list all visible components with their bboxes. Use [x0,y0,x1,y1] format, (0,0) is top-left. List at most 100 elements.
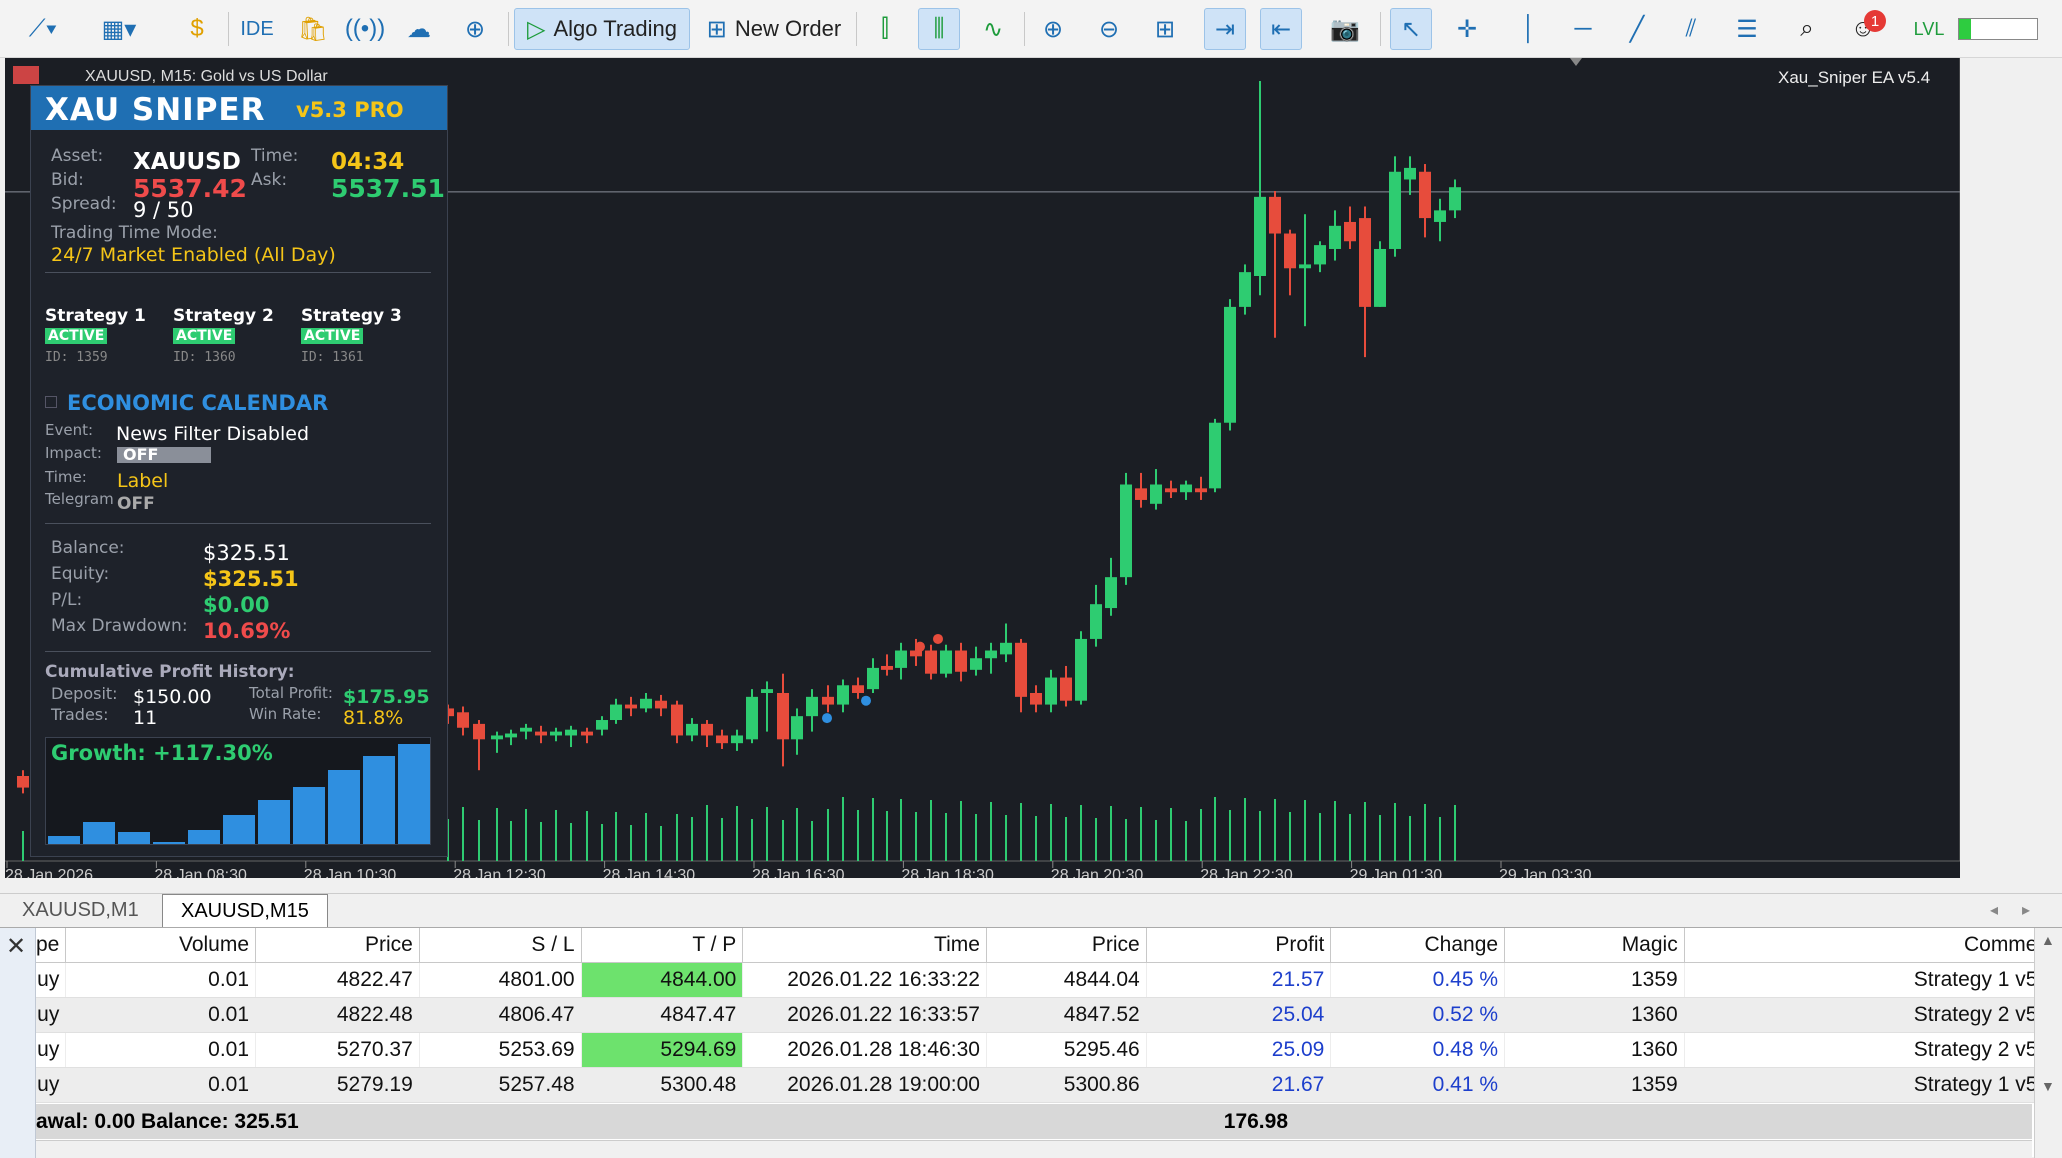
calendar-title: ECONOMIC CALENDAR [67,391,329,415]
trendline-icon[interactable]: ╱ [1629,15,1645,43]
candle-body [1180,484,1192,493]
column-header[interactable]: pe [36,928,67,963]
table-cell: 0.41 % [1330,1067,1506,1103]
tab-xauusd-m1[interactable]: XAUUSD,M1 [22,899,139,921]
column-header[interactable]: Magic [1504,928,1685,963]
dollar-icon[interactable]: $ [190,15,204,42]
table-cell: 0.52 % [1330,997,1506,1033]
bid-value: 5537.42 [133,174,247,203]
growth-chart [45,737,431,845]
growth-bar [118,832,150,844]
candle-body [610,704,622,721]
vertical-line-icon[interactable]: │ [1521,15,1537,42]
strategy-id: ID: 1359 [45,350,108,365]
candle-body [1135,488,1147,500]
candle-body [1105,577,1117,609]
calendar-checkbox[interactable] [45,396,57,408]
horizontal-line-icon[interactable]: ─ [1574,15,1592,42]
strategy-status-badge: ACTIVE [45,328,108,344]
column-header[interactable]: Volume [65,928,257,963]
line-chart-icon[interactable]: ⟋▾ [28,15,58,42]
table-cell: 0.48 % [1330,1032,1506,1068]
drawdown-value: 10.69% [203,619,291,643]
equity-value: $325.51 [203,567,299,591]
growth-bar [188,830,220,844]
plus-icon: ⊞ [706,15,727,43]
signals-icon[interactable]: ((•)) [344,15,386,42]
column-header[interactable]: Price [255,928,420,963]
channel-icon[interactable]: ⫽ [1685,15,1697,42]
column-header[interactable]: T / P [581,928,744,963]
zoom-out-icon[interactable]: ⊖ [1098,15,1120,43]
crosshair-icon[interactable]: ✛ [1456,15,1478,43]
tab-scroll-right-icon[interactable]: ▸ [2022,902,2031,919]
growth-bar [328,770,360,844]
column-header[interactable]: Time [742,928,987,963]
table-cell: 25.04 [1146,997,1332,1033]
time-tick-label: 28 Jan 14:30 [603,867,696,878]
drawdown-label: Max Drawdown: [51,616,188,636]
candle-body [1165,488,1177,493]
new-order-button[interactable]: ⊞ New Order [706,15,842,43]
notifications-icon[interactable]: ☺ 1 [1842,8,1886,50]
fibonacci-icon[interactable]: ☰ [1736,15,1758,43]
vertical-scrollbar[interactable]: ▲ ▼ [2034,928,2062,1158]
table-cell: 1360 [1504,1032,1685,1068]
close-icon[interactable]: ✕ [6,933,27,960]
column-header[interactable]: Change [1330,928,1506,963]
tab-scroll-left-icon[interactable]: ◂ [1990,902,1999,919]
column-header[interactable]: Comment [1684,928,2062,963]
table-cell: 1359 [1504,1067,1685,1103]
candle-body [746,696,758,740]
line-icon[interactable]: ∿ [982,15,1004,43]
chart-canvas: 5577.405499.705460.855422.005383.155344.… [5,58,1960,878]
column-header[interactable]: S / L [419,928,582,963]
vps-icon[interactable]: ⊕ [464,15,486,43]
algo-trading-button[interactable]: ▷ Algo Trading [514,8,690,50]
table-cell: 2026.01.22 16:33:22 [742,962,987,998]
balance-label: Balance: [51,538,125,558]
market-icon[interactable]: 🛍 [297,15,329,43]
table-row[interactable]: uy 0.01 5270.37 5253.69 5294.69 2026.01.28 18… [36,1032,2062,1068]
table-row[interactable]: uy 0.01 4822.48 4806.47 4847.47 2026.01.22 16… [36,997,2062,1033]
chart-menu-icon[interactable] [13,66,39,84]
ide-button[interactable]: IDE [240,17,274,40]
toolbox-sidebar: ✕ [0,928,36,1158]
candle-body [955,650,967,672]
table-cell: 4822.48 [255,997,420,1033]
candle-body [1075,638,1087,701]
growth-bar [223,814,255,844]
candle-body [777,692,789,740]
table-cell: uy [36,997,67,1033]
candle-body [1239,272,1251,307]
column-header[interactable]: Price [986,928,1147,963]
screenshot-icon[interactable]: 📷 [1330,15,1360,43]
level-icon[interactable]: LVL [1913,18,1945,39]
candle-body [1120,484,1132,578]
cursor-icon[interactable]: ↖ [1390,8,1432,50]
zoom-in-icon[interactable]: ⊕ [1042,15,1064,43]
bar-chart-icon[interactable]: ⫿ [881,15,889,42]
search-icon[interactable]: ⌕ [1800,15,1814,42]
autoscroll-icon[interactable]: ⇥ [1204,8,1246,50]
candle-body [822,696,834,705]
table-row[interactable]: uy 0.01 4822.47 4801.00 4844.00 2026.01.22 16… [36,962,2062,998]
candle-body [686,723,698,736]
candle-body [1045,677,1057,705]
asset-value: XAUUSD [133,149,241,175]
impact-label: Impact: [45,444,102,462]
candle-body [731,735,743,744]
growth-label: Growth: +117.30% [51,741,273,765]
cloud-icon[interactable]: ☁ [407,15,431,43]
horizontal-scrollbar[interactable] [36,1140,2032,1158]
chart-type-icon[interactable]: ▦▾ [101,15,137,43]
column-header[interactable]: Profit [1146,928,1332,963]
table-cell: Strategy 2 v5.3 [1684,997,2062,1033]
grid-icon[interactable]: ⊞ [1154,15,1176,43]
candlestick-icon[interactable]: ⫼ [918,8,960,50]
chart-shift-icon[interactable]: ⇤ [1260,8,1302,50]
candle-body [581,731,593,736]
candle-body [881,665,893,670]
table-row[interactable]: uy 0.01 5279.19 5257.48 5300.48 2026.01.28 19… [36,1067,2062,1103]
tab-xauusd-m15[interactable]: XAUUSD,M15 [162,894,328,927]
